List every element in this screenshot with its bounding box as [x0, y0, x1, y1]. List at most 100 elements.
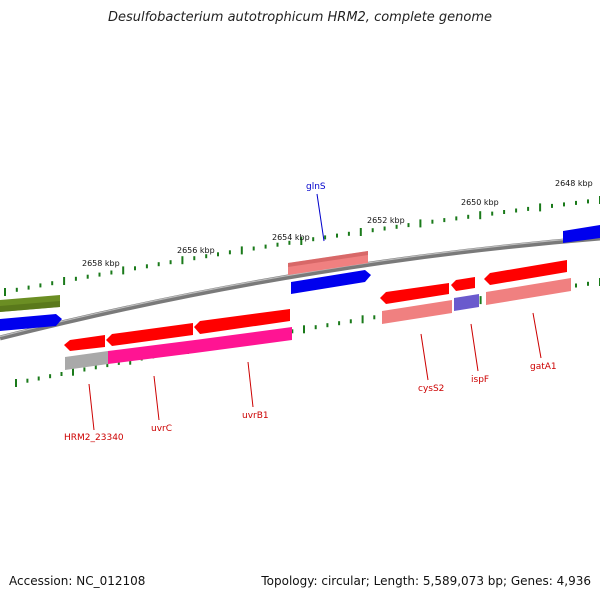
gene-magenta-uvrb1[interactable]	[195, 327, 292, 353]
gene-label-glns[interactable]: glnS	[306, 182, 326, 192]
minor-tick	[347, 231, 350, 236]
minor-tick	[407, 223, 410, 228]
minor-tick	[455, 216, 458, 221]
gene-red-uvrb1[interactable]	[194, 309, 290, 334]
gene-olive-shade	[0, 301, 60, 312]
minor-tick	[395, 224, 398, 229]
genome-backbone	[0, 235, 600, 341]
minor-tick	[264, 244, 267, 249]
kbp-label: 2652 kbp	[367, 216, 405, 225]
minor-tick	[193, 256, 196, 261]
leader-line-gata1	[532, 312, 542, 359]
minor-tick	[431, 219, 434, 224]
major-tick	[479, 211, 482, 220]
genome-stats-text: Topology: circular; Length: 5,589,073 bp…	[261, 574, 591, 588]
major-tick	[303, 325, 305, 334]
gene-magenta-uvrc[interactable]	[108, 340, 195, 364]
kbp-label: 2654 kbp	[272, 233, 310, 242]
minor-tick	[312, 237, 315, 242]
major-tick	[419, 219, 422, 228]
major-tick	[479, 296, 482, 305]
minor-tick	[291, 329, 294, 334]
gene-pink-glns-top-hl	[288, 251, 368, 267]
tick-row-top	[4, 196, 600, 296]
minor-tick	[39, 283, 42, 288]
minor-tick	[83, 367, 86, 372]
minor-tick	[217, 252, 219, 257]
gene-pink-cyss2[interactable]	[382, 300, 452, 324]
minor-tick	[587, 281, 589, 286]
minor-tick	[515, 208, 518, 213]
gene-label-gata1[interactable]: gatA1	[530, 362, 557, 372]
minor-tick	[587, 199, 589, 204]
minor-tick	[563, 202, 565, 207]
minor-tick	[288, 240, 291, 245]
kbp-label: 2658 kbp	[82, 259, 120, 268]
gene-pink-gata1[interactable]	[486, 278, 571, 305]
minor-tick	[527, 206, 530, 211]
gene-red-ispf[interactable]	[451, 277, 475, 291]
minor-tick	[491, 211, 494, 216]
minor-tick	[157, 262, 160, 267]
minor-tick	[326, 323, 329, 328]
minor-tick	[383, 226, 386, 231]
minor-tick	[349, 319, 352, 324]
gene-blue-left[interactable]	[0, 314, 62, 331]
gene-blue-right[interactable]	[563, 225, 600, 243]
minor-tick	[145, 264, 148, 269]
major-tick	[181, 256, 184, 265]
minor-tick	[37, 376, 40, 381]
kbp-label: 2650 kbp	[461, 198, 499, 207]
gene-label-uvrc[interactable]: uvrC	[151, 424, 172, 434]
gene-purple-ispf[interactable]	[454, 294, 479, 311]
minor-tick	[252, 246, 255, 251]
gene-blue-glns[interactable]	[291, 270, 371, 294]
minor-tick	[106, 363, 109, 368]
gene-label-hrm2-23340[interactable]: HRM2_23340	[64, 433, 124, 443]
minor-tick	[26, 378, 29, 383]
major-tick	[15, 379, 17, 387]
accession-text: Accession: NC_012108	[9, 574, 146, 588]
minor-tick	[134, 266, 136, 271]
minor-tick	[94, 365, 97, 370]
gene-gray-hrm2[interactable]	[65, 351, 108, 370]
minor-tick	[373, 315, 376, 320]
major-tick	[539, 203, 542, 212]
gene-label-uvrb1[interactable]: uvrB1	[242, 411, 269, 421]
major-tick	[63, 277, 66, 285]
major-tick	[240, 246, 243, 255]
gene-label-ispf[interactable]: ispF	[471, 375, 489, 385]
gene-red-gata1[interactable]	[484, 260, 567, 285]
gene-red-uvrc[interactable]	[106, 323, 193, 346]
minor-tick	[74, 276, 77, 281]
minor-tick	[110, 270, 113, 275]
kbp-label: 2656 kbp	[177, 246, 215, 255]
leader-line-glns	[316, 193, 325, 242]
gene-red-hrm2[interactable]	[64, 335, 105, 351]
major-tick	[300, 237, 303, 245]
major-tick	[4, 288, 6, 296]
minor-tick	[15, 287, 18, 292]
leader-line-ispf	[470, 323, 479, 372]
major-tick	[361, 315, 364, 324]
minor-tick	[169, 260, 172, 265]
minor-tick	[575, 283, 577, 288]
leader-line-hrm2	[88, 383, 95, 431]
minor-tick	[575, 200, 577, 205]
minor-tick	[336, 233, 338, 238]
minor-tick	[86, 274, 89, 279]
major-tick	[359, 228, 362, 236]
minor-tick	[49, 374, 52, 379]
minor-tick	[98, 272, 101, 277]
minor-tick	[117, 360, 120, 365]
leader-line-uvrb1	[247, 361, 254, 408]
minor-tick	[60, 372, 63, 376]
minor-tick	[276, 242, 279, 247]
minor-tick	[27, 285, 30, 290]
gene-label-cyss2[interactable]: cysS2	[418, 384, 444, 394]
kbp-label: 2648 kbp	[555, 179, 593, 188]
minor-tick	[371, 228, 374, 233]
minor-tick	[228, 250, 231, 255]
minor-tick	[324, 235, 327, 240]
gene-red-cyss2[interactable]	[380, 283, 449, 304]
